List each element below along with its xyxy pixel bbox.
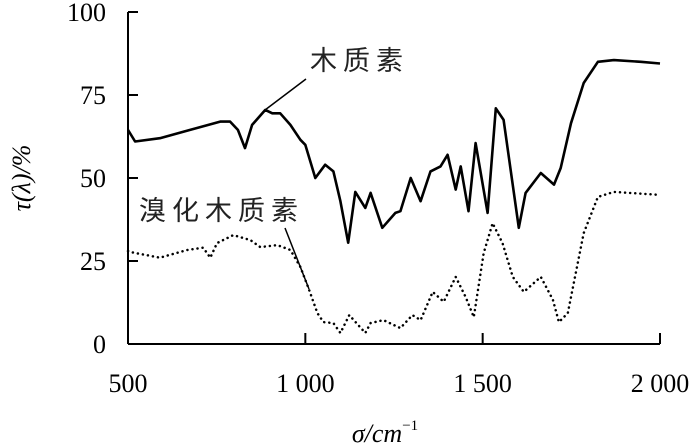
y-tick-label: 25 <box>80 247 106 276</box>
y-tick-label: 100 <box>67 0 106 27</box>
lignin-leader-line <box>264 78 307 111</box>
axes: 0 25 50 75 100 500 1 000 1 500 2 000 <box>67 0 689 398</box>
x-axis-label: σ/cm−1 <box>352 418 418 445</box>
series-group <box>126 58 662 335</box>
x-axis-label-text: σ/cm <box>352 419 402 445</box>
annotations: 木质素 溴化木质素 <box>139 46 409 290</box>
y-tick-label: 75 <box>80 81 106 110</box>
lignin-label: 木质素 <box>310 46 409 77</box>
brominated-lignin-label: 溴化木质素 <box>139 196 304 227</box>
y-tick-label: 50 <box>80 164 106 193</box>
x-tick-label: 1 500 <box>453 369 512 398</box>
x-tick-label: 500 <box>109 369 148 398</box>
brominated-lignin-leader-line <box>284 227 310 290</box>
brominated-lignin-line <box>126 190 662 335</box>
y-axis-label: τ(λ)/% <box>7 145 36 212</box>
x-tick-label: 2 000 <box>631 369 690 398</box>
lignin-line <box>126 58 661 244</box>
y-tick-label: 0 <box>93 330 106 359</box>
x-axis-label-exponent: −1 <box>402 418 418 434</box>
x-tick-label: 1 000 <box>276 369 335 398</box>
